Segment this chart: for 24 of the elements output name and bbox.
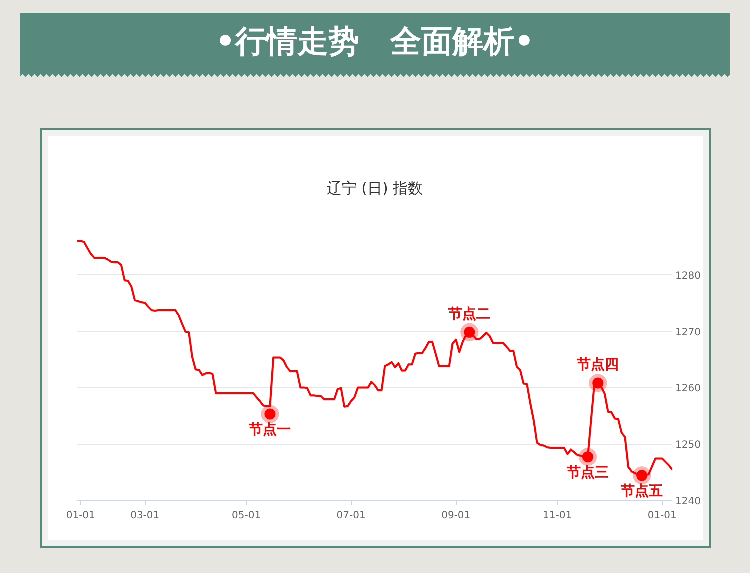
y-tick-label: 1250 [676,440,701,452]
x-tick-label: 03-01 [130,510,160,522]
chart-subtitle: 辽宁 (日) 指数 [326,180,424,198]
point [261,405,280,424]
x-tick-label: 01-01 [648,510,677,522]
annotation: 节点一 [248,422,292,438]
y-tick-label: 1280 [676,270,701,282]
point [633,466,652,485]
y-tick-label: 1270 [676,327,701,338]
point [460,323,479,342]
annotation: 节点二 [448,306,491,322]
x-tick-label: 09-01 [442,510,471,522]
annotation: 节点四 [576,357,620,374]
x-tick-label: 01-01 [66,510,96,522]
y-tick-label: 1260 [676,384,701,395]
x-tick-label: 07-01 [336,510,366,522]
y-tick-label: 1240 [676,496,701,508]
chart-title: •行情走势 全面解析• [216,23,534,62]
annotation: 节点三 [566,465,609,482]
point [589,374,608,392]
annotation: 节点五 [620,484,664,500]
point [578,448,597,466]
x-tick-label: 05-01 [232,510,262,522]
x-tick-label: 11-01 [543,510,572,522]
